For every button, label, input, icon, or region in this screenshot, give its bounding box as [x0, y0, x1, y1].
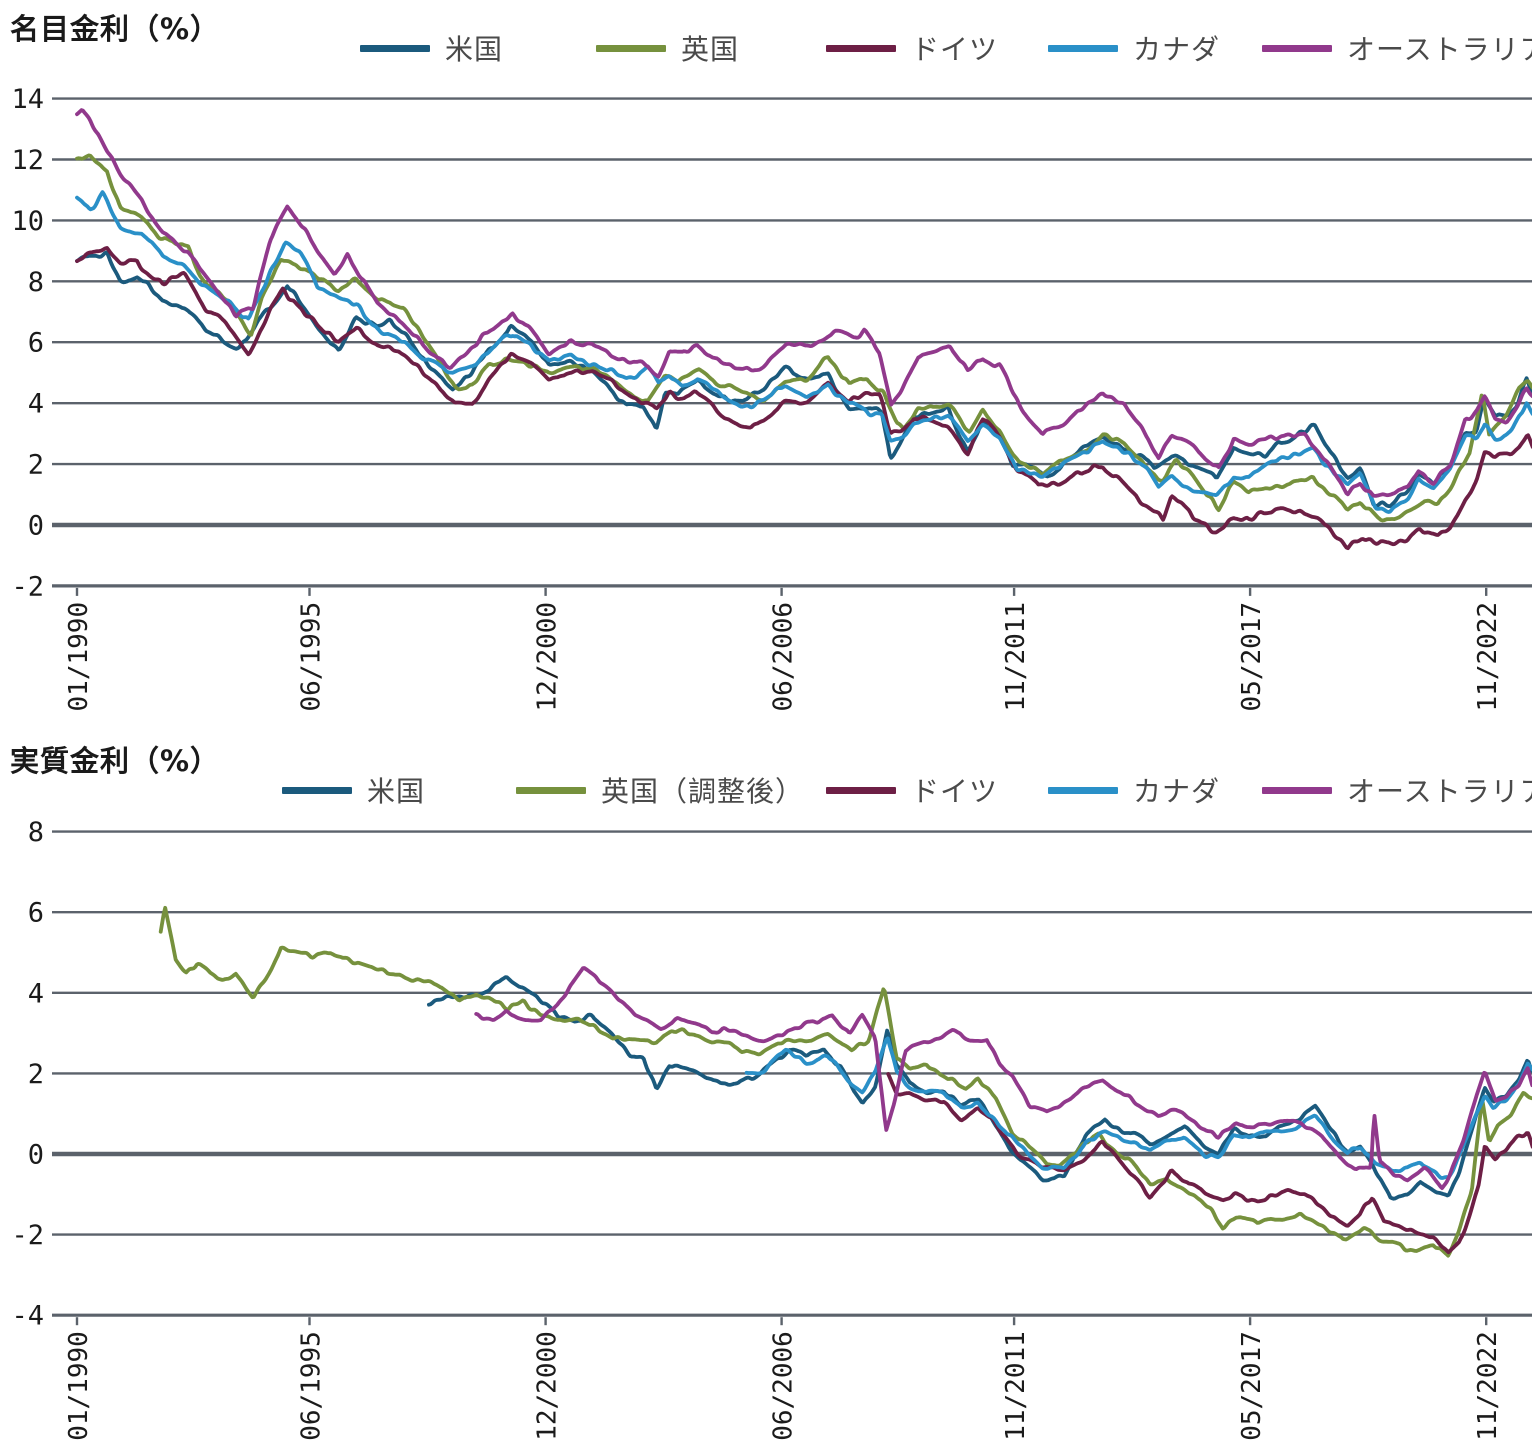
y-tick-label: 2	[28, 1059, 44, 1090]
legend-item-us: 米国	[282, 775, 425, 808]
y-tick-label: 12	[11, 145, 44, 176]
y-tick-label: 10	[11, 206, 44, 237]
legend-item-de: ドイツ	[826, 775, 998, 808]
series-line-ca	[75, 190, 1532, 514]
legend-label-au: オーストラリア	[1347, 775, 1532, 808]
legend-item-au: オーストラリア	[1262, 775, 1532, 808]
legend-label-de: ドイツ	[911, 33, 999, 66]
series-line-uk	[75, 153, 1532, 523]
series-line-us	[426, 975, 1532, 1201]
legend-label-ca: カナダ	[1133, 33, 1221, 66]
series-line-uk	[158, 905, 1532, 1258]
legend-swatch-au	[1262, 44, 1332, 52]
y-tick-label: 2	[28, 450, 44, 481]
real-chart-title: 実質金利（%）	[10, 744, 221, 778]
legend-label-au: オーストラリア	[1347, 33, 1532, 66]
x-tick-label: 11/2022	[1473, 1331, 1503, 1440]
legend-label-us: 米国	[367, 775, 426, 808]
series-line-de	[75, 245, 1532, 551]
x-tick-label: 11/2011	[1001, 602, 1031, 712]
y-tick-label: -4	[11, 1301, 44, 1332]
y-tick-label: 14	[11, 84, 44, 115]
legend-swatch-uk	[516, 786, 586, 794]
legend-item-uk: 英国	[596, 33, 739, 66]
x-tick-label: 11/2011	[1001, 1331, 1031, 1440]
y-tick-label: 6	[28, 898, 44, 929]
legend-swatch-us	[282, 786, 352, 794]
x-tick-label: 06/2006	[769, 1331, 799, 1440]
legend-label-uk: 英国	[681, 33, 740, 66]
legend-label-uk: 英国（調整後）	[601, 775, 805, 808]
legend-swatch-de	[826, 786, 896, 794]
x-tick-label: 01/1990	[64, 1331, 94, 1440]
x-tick-label: 11/2022	[1473, 602, 1503, 712]
x-tick-label: 05/2017	[1237, 602, 1267, 712]
series-line-de	[886, 1072, 1532, 1255]
series-line-us	[75, 250, 1532, 509]
x-tick-label: 06/2006	[769, 602, 799, 712]
legend-label-de: ドイツ	[911, 775, 999, 808]
series-line-au	[75, 108, 1532, 498]
legend-label-ca: カナダ	[1133, 775, 1221, 808]
legend-label-us: 米国	[445, 33, 504, 66]
y-tick-label: -2	[11, 1220, 44, 1251]
legend-swatch-au	[1262, 786, 1332, 794]
legend-item-ca: カナダ	[1048, 775, 1220, 808]
y-tick-label: 8	[28, 267, 44, 298]
x-tick-label: 06/1995	[297, 1331, 327, 1440]
legend-item-au: オーストラリア	[1262, 33, 1532, 66]
legend-swatch-ca	[1048, 44, 1118, 52]
x-tick-label: 12/2000	[533, 1331, 563, 1440]
y-tick-label: 6	[28, 328, 44, 359]
y-tick-label: 0	[28, 511, 44, 542]
legend-item-us: 米国	[360, 33, 503, 66]
legend-swatch-de	[826, 44, 896, 52]
y-tick-label: 0	[28, 1140, 44, 1171]
y-tick-label: 4	[28, 389, 44, 420]
legend-item-ca: カナダ	[1048, 33, 1220, 66]
x-tick-label: 05/2017	[1237, 1331, 1267, 1440]
x-tick-label: 01/1990	[64, 602, 94, 712]
series-line-au	[474, 966, 1532, 1190]
y-tick-label: 4	[28, 978, 44, 1009]
legend-swatch-uk	[596, 44, 666, 52]
y-tick-label: 8	[28, 817, 44, 848]
legend-swatch-us	[360, 44, 430, 52]
x-tick-label: 12/2000	[533, 602, 563, 712]
legend-swatch-ca	[1048, 786, 1118, 794]
nominal-chart-title: 名目金利（%）	[10, 12, 221, 46]
legend-item-de: ドイツ	[826, 33, 998, 66]
legend-item-uk: 英国（調整後）	[516, 775, 804, 808]
x-tick-label: 06/1995	[297, 602, 327, 712]
y-tick-label: -2	[11, 571, 44, 602]
